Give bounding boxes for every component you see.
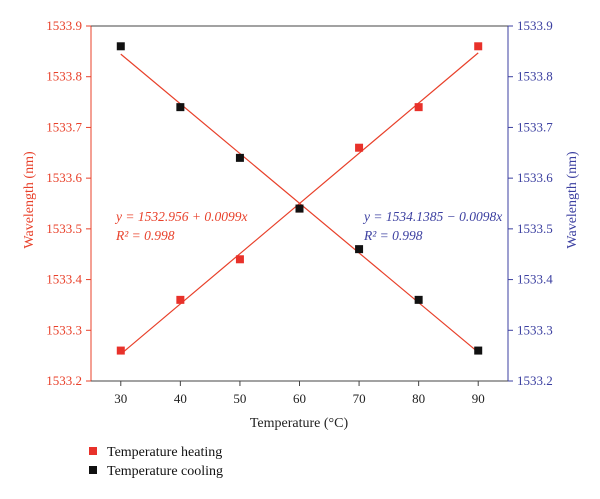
y-tick-label-left: 1533.7 [46,119,82,134]
cooling-fit-equation: y = 1534.1385 − 0.0098x [362,209,502,224]
heating-fit-r2: R² = 0.998 [115,228,175,243]
cooling-data-point [176,103,185,112]
heating-data-point [474,42,483,51]
legend-label-heating: Temperature heating [107,445,222,460]
cooling-data-point [235,153,244,162]
legend: Temperature heating Temperature cooling [89,445,223,479]
legend-swatch-cooling [89,466,97,474]
y-tick-label-right: 1533.7 [517,119,553,134]
y-tick-label-right: 1533.2 [517,373,553,388]
x-tick-label: 70 [353,391,366,406]
x-tick-label: 90 [472,391,485,406]
cooling-fit-r2: R² = 0.998 [363,228,423,243]
cooling-data-point [116,42,125,51]
fit-lines-layer [120,52,479,355]
legend-swatch-heating [89,447,97,455]
x-tick-label: 60 [293,391,306,406]
heating-data-point [414,103,423,112]
y-tick-label-left: 1533.5 [46,221,82,236]
y-tick-label-right: 1533.8 [517,69,553,84]
y-tick-label-right: 1533.3 [517,322,553,337]
heating-data-point [176,295,185,304]
ticks-layer: 1533.2 1533.2 1533.3 1533.3 1533.4 1533.4 1533… [46,18,553,406]
y-tick-label-right: 1533.9 [517,18,553,33]
y-tick-label-right: 1533.5 [517,221,553,236]
x-tick-label: 50 [233,391,246,406]
heating-data-point [235,255,244,264]
x-axis-title: Temperature (°C) [250,416,349,431]
data-points-layer [116,42,483,355]
y-tick-label-left: 1533.3 [46,322,82,337]
heating-fit-equation: y = 1532.956 + 0.0099x [114,209,247,224]
cooling-data-point [474,346,483,355]
y-tick-label-left: 1533.4 [46,272,82,287]
cooling-data-point [355,245,364,254]
x-tick-label: 30 [114,391,127,406]
cooling-data-point [295,204,304,213]
cooling-fit-line [120,53,479,353]
x-tick-label: 80 [412,391,425,406]
heating-data-point [116,346,125,355]
heating-data-point [355,143,364,152]
y-axis-title-left: Wavelength (nm) [22,151,37,249]
y-tick-label-right: 1533.6 [517,170,553,185]
y-tick-label-left: 1533.6 [46,170,82,185]
y-tick-label-left: 1533.8 [46,69,82,84]
y-tick-label-left: 1533.9 [46,18,82,33]
legend-label-cooling: Temperature cooling [107,464,223,479]
y-tick-label-right: 1533.4 [517,272,553,287]
cooling-data-point [414,295,423,304]
y-axis-title-right: Wavelength (nm) [565,151,580,249]
x-tick-label: 40 [174,391,187,406]
y-tick-label-left: 1533.2 [46,373,82,388]
